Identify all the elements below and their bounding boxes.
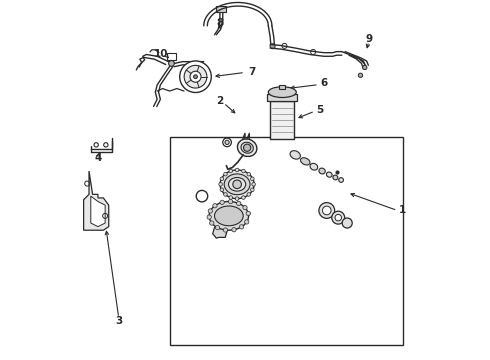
Ellipse shape [228, 177, 245, 191]
Circle shape [235, 197, 239, 201]
Text: 4: 4 [94, 153, 101, 163]
Circle shape [190, 71, 201, 82]
Circle shape [228, 199, 233, 204]
Ellipse shape [220, 170, 254, 199]
Text: 9: 9 [365, 35, 372, 44]
Circle shape [244, 144, 251, 151]
Circle shape [223, 193, 227, 196]
Circle shape [247, 193, 250, 196]
Ellipse shape [310, 163, 318, 170]
Circle shape [322, 206, 331, 215]
Text: 5: 5 [317, 105, 324, 115]
Circle shape [235, 168, 239, 172]
Circle shape [243, 206, 247, 210]
Circle shape [250, 177, 254, 181]
Circle shape [232, 228, 236, 232]
Circle shape [184, 66, 207, 88]
Circle shape [180, 61, 211, 93]
Circle shape [220, 177, 223, 181]
Text: 2: 2 [216, 96, 223, 106]
Text: 10: 10 [153, 49, 168, 59]
Bar [267, 94, 297, 101]
Circle shape [247, 172, 250, 176]
Circle shape [194, 75, 197, 78]
Circle shape [332, 211, 344, 224]
Circle shape [223, 172, 227, 176]
Circle shape [169, 60, 174, 66]
Ellipse shape [290, 151, 300, 159]
Ellipse shape [241, 142, 253, 153]
Circle shape [319, 203, 335, 219]
Ellipse shape [209, 202, 248, 230]
Circle shape [225, 140, 229, 144]
Bar [270, 101, 294, 139]
Ellipse shape [339, 178, 343, 182]
Circle shape [210, 221, 214, 225]
Circle shape [242, 196, 245, 199]
Ellipse shape [326, 172, 332, 177]
Polygon shape [213, 224, 227, 238]
Circle shape [208, 209, 213, 213]
Bar [216, 6, 225, 12]
Circle shape [220, 200, 224, 204]
Ellipse shape [319, 168, 325, 174]
Circle shape [213, 203, 217, 208]
Circle shape [245, 220, 249, 224]
Circle shape [237, 201, 241, 206]
Bar [167, 53, 176, 60]
Polygon shape [91, 196, 105, 226]
Circle shape [220, 188, 223, 192]
Bar [170, 137, 403, 345]
Circle shape [223, 228, 227, 232]
Circle shape [250, 188, 254, 192]
Circle shape [233, 180, 242, 189]
Ellipse shape [300, 158, 310, 165]
Ellipse shape [333, 175, 338, 180]
Circle shape [342, 218, 352, 228]
Text: 6: 6 [320, 78, 327, 88]
Ellipse shape [215, 206, 243, 226]
Circle shape [229, 196, 233, 199]
Circle shape [207, 215, 211, 219]
Ellipse shape [269, 87, 296, 98]
Bar [279, 85, 285, 89]
Text: 3: 3 [115, 316, 122, 325]
Text: 1: 1 [398, 206, 406, 216]
Circle shape [335, 215, 342, 221]
Ellipse shape [224, 174, 250, 195]
Circle shape [240, 225, 244, 229]
Circle shape [363, 65, 367, 69]
Text: 7: 7 [248, 67, 255, 77]
Ellipse shape [238, 139, 257, 157]
Circle shape [216, 225, 220, 230]
Circle shape [229, 169, 233, 173]
Polygon shape [84, 171, 109, 230]
Circle shape [358, 73, 363, 77]
Circle shape [242, 169, 245, 173]
Text: 8: 8 [216, 18, 223, 28]
Circle shape [270, 44, 275, 49]
Circle shape [252, 183, 255, 186]
Circle shape [219, 183, 222, 186]
Circle shape [246, 211, 250, 216]
